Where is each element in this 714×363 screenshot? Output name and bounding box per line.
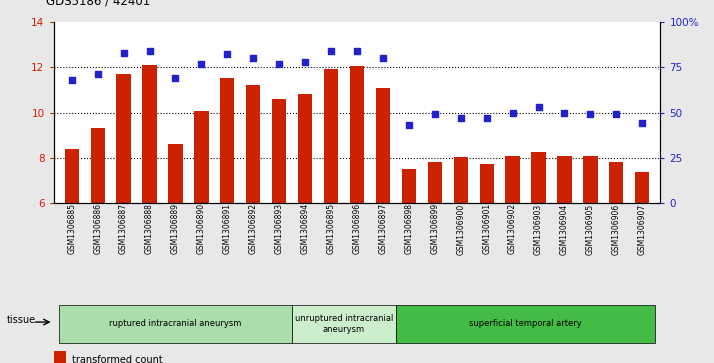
- Bar: [169, 144, 183, 203]
- Point: [637, 121, 648, 126]
- Text: GSM1306895: GSM1306895: [326, 203, 336, 254]
- Bar: [609, 163, 623, 203]
- Text: GSM1306889: GSM1306889: [171, 203, 180, 254]
- Text: GSM1306902: GSM1306902: [508, 203, 517, 254]
- Text: unruptured intracranial
aneurysm: unruptured intracranial aneurysm: [295, 314, 393, 334]
- Text: GSM1306904: GSM1306904: [560, 203, 569, 254]
- Bar: [246, 85, 261, 203]
- Point: [585, 111, 596, 117]
- Text: GSM1306896: GSM1306896: [353, 203, 361, 254]
- Text: GSM1306907: GSM1306907: [638, 203, 647, 254]
- Text: tissue: tissue: [7, 315, 36, 325]
- Bar: [64, 149, 79, 203]
- Point: [196, 61, 207, 66]
- Text: GSM1306898: GSM1306898: [404, 203, 413, 254]
- Bar: [292, 305, 396, 343]
- Text: GSM1306886: GSM1306886: [93, 203, 102, 254]
- Text: superficial temporal artery: superficial temporal artery: [469, 319, 582, 329]
- Bar: [350, 66, 364, 203]
- Bar: [272, 99, 286, 203]
- Point: [170, 75, 181, 81]
- Bar: [324, 69, 338, 203]
- Text: GSM1306885: GSM1306885: [67, 203, 76, 254]
- Point: [299, 59, 311, 65]
- Text: GSM1306906: GSM1306906: [612, 203, 621, 254]
- Bar: [376, 87, 390, 203]
- Bar: [583, 156, 598, 203]
- Point: [610, 111, 622, 117]
- Text: GSM1306892: GSM1306892: [248, 203, 258, 254]
- Text: GSM1306894: GSM1306894: [301, 203, 310, 254]
- Point: [429, 111, 441, 117]
- Bar: [635, 171, 650, 203]
- Bar: [531, 152, 545, 203]
- Point: [455, 115, 466, 121]
- Bar: [142, 65, 156, 203]
- Point: [377, 55, 388, 61]
- Point: [403, 122, 415, 128]
- Bar: [91, 129, 105, 203]
- Point: [144, 48, 155, 54]
- Text: GSM1306890: GSM1306890: [197, 203, 206, 254]
- Bar: [480, 164, 494, 203]
- Text: GSM1306893: GSM1306893: [275, 203, 283, 254]
- Text: GSM1306899: GSM1306899: [431, 203, 439, 254]
- Point: [66, 77, 77, 83]
- Bar: [558, 156, 572, 203]
- Point: [273, 61, 285, 66]
- Point: [248, 55, 259, 61]
- Point: [481, 115, 493, 121]
- Text: GSM1306888: GSM1306888: [145, 203, 154, 254]
- Text: GSM1306897: GSM1306897: [378, 203, 388, 254]
- Bar: [59, 305, 292, 343]
- Point: [326, 48, 337, 54]
- Bar: [428, 163, 442, 203]
- Point: [507, 110, 518, 115]
- Bar: [506, 156, 520, 203]
- Text: GSM1306905: GSM1306905: [586, 203, 595, 254]
- Bar: [402, 169, 416, 203]
- Point: [559, 110, 570, 115]
- Point: [351, 48, 363, 54]
- Bar: [298, 94, 312, 203]
- Point: [118, 50, 129, 56]
- Text: GSM1306887: GSM1306887: [119, 203, 128, 254]
- Bar: [396, 305, 655, 343]
- Text: transformed count: transformed count: [71, 355, 163, 363]
- Point: [221, 52, 233, 57]
- Bar: [453, 157, 468, 203]
- Text: GSM1306901: GSM1306901: [482, 203, 491, 254]
- Bar: [220, 78, 234, 203]
- Bar: [116, 74, 131, 203]
- Bar: [194, 111, 208, 203]
- Bar: [54, 351, 66, 363]
- Text: GSM1306903: GSM1306903: [534, 203, 543, 254]
- Text: GSM1306891: GSM1306891: [223, 203, 232, 254]
- Text: GSM1306900: GSM1306900: [456, 203, 466, 254]
- Point: [92, 72, 104, 77]
- Point: [533, 104, 544, 110]
- Text: GDS5186 / 42401: GDS5186 / 42401: [46, 0, 151, 7]
- Text: ruptured intracranial aneurysm: ruptured intracranial aneurysm: [109, 319, 241, 329]
